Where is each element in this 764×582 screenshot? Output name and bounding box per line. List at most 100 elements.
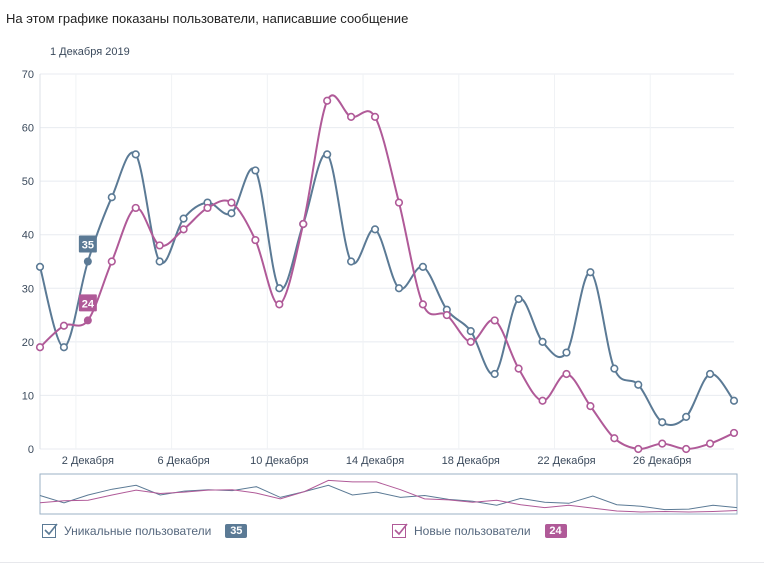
highlight-markers: 35 24 xyxy=(78,235,97,325)
data-point-unique xyxy=(729,396,739,405)
highlight-new-tag xyxy=(78,294,97,312)
data-point-unique xyxy=(514,294,523,304)
data-point-unique xyxy=(227,209,236,218)
legend-label-unique: Уникальные пользователи xyxy=(64,524,212,538)
chart-title: На этом графике показаны пользователи, н… xyxy=(6,11,409,26)
data-point-unique xyxy=(155,257,164,266)
y-tick-label: 50 xyxy=(22,176,34,188)
date-label: 1 Декабря 2019 xyxy=(50,46,130,58)
navigator-mini-chart xyxy=(39,473,738,515)
data-point-unique xyxy=(347,257,356,266)
data-point-unique xyxy=(466,327,475,336)
data-point-new xyxy=(155,241,164,250)
x-tick-label: 22 Декабря xyxy=(537,455,595,467)
highlight-new-point xyxy=(83,316,92,325)
y-tick-label: 30 xyxy=(22,283,34,295)
data-point-new xyxy=(729,428,739,438)
highlight-unique-tag xyxy=(78,235,97,253)
data-point-unique xyxy=(634,380,643,389)
data-point-unique xyxy=(682,412,691,421)
y-tick-label: 10 xyxy=(22,390,34,402)
data-point-unique xyxy=(658,418,667,427)
data-point-unique xyxy=(251,166,260,175)
line-chart[interactable]: 0 10 20 30 40 50 60 70 2 Декабря 6 Декабря 10 Дек… xyxy=(0,0,764,520)
navigator-frame xyxy=(39,473,738,515)
highlight-unique-tag-label: 35 xyxy=(82,240,94,252)
data-point-unique xyxy=(179,214,188,223)
legend-item-new[interactable]: Новые пользователи 24 xyxy=(392,523,567,538)
data-point-new xyxy=(610,434,619,443)
data-point-new xyxy=(418,300,427,309)
data-point-new xyxy=(179,225,188,234)
data-point-new xyxy=(227,198,236,207)
data-point-unique xyxy=(705,369,715,379)
data-point-new xyxy=(251,235,260,245)
x-tick-label: 18 Декабря xyxy=(442,455,500,467)
data-point-new xyxy=(634,444,643,454)
bottom-divider xyxy=(0,562,764,563)
data-point-unique xyxy=(323,150,332,159)
y-tick-label: 0 xyxy=(28,444,34,456)
data-point-unique xyxy=(538,337,547,346)
data-point-new xyxy=(442,310,451,320)
y-axis: 0 10 20 30 40 50 60 70 xyxy=(22,69,34,456)
y-tick-label: 70 xyxy=(22,69,34,81)
data-point-unique xyxy=(35,262,45,271)
y-tick-label: 60 xyxy=(22,123,34,135)
data-point-new xyxy=(107,257,116,266)
legend-item-unique[interactable]: Уникальные пользователи 35 xyxy=(42,523,248,538)
x-tick-label: 14 Декабря xyxy=(346,455,404,467)
legend-value-new: 24 xyxy=(544,524,567,538)
data-point-unique xyxy=(418,262,427,271)
grid xyxy=(39,73,734,450)
points xyxy=(35,96,739,454)
y-tick-label: 20 xyxy=(22,337,34,349)
x-axis: 2 Декабря 6 Декабря 10 Декабря 14 Декабря 18… xyxy=(62,455,692,467)
x-tick-label: 6 Декабря xyxy=(158,455,210,467)
x-tick-label: 2 Декабря xyxy=(62,455,114,467)
data-point-unique xyxy=(59,343,69,352)
data-point-unique xyxy=(370,225,380,234)
data-point-new xyxy=(203,203,212,213)
data-point-new xyxy=(299,219,308,229)
data-point-unique xyxy=(131,150,140,159)
data-point-unique xyxy=(586,268,595,277)
data-point-unique xyxy=(394,284,404,293)
check-icon xyxy=(44,523,58,536)
data-point-new xyxy=(682,444,691,454)
data-point-new xyxy=(514,364,523,373)
data-point-new xyxy=(705,439,715,448)
data-point-unique xyxy=(275,284,284,293)
data-point-new xyxy=(275,300,284,309)
navigator-line xyxy=(39,479,738,513)
check-icon xyxy=(394,523,408,536)
data-point-new xyxy=(586,402,595,411)
new-checkbox[interactable] xyxy=(392,523,408,538)
data-point-new xyxy=(562,369,571,379)
series-line-new xyxy=(39,94,735,451)
x-tick-label: 10 Декабря xyxy=(250,455,308,467)
data-point-new xyxy=(490,316,499,325)
data-point-new xyxy=(658,439,667,448)
legend-value-unique: 35 xyxy=(225,524,248,538)
data-point-unique xyxy=(562,348,571,357)
x-tick-label: 26 Декабря xyxy=(633,455,691,467)
data-point-new xyxy=(59,321,69,330)
data-point-new xyxy=(394,198,404,207)
y-tick-label: 40 xyxy=(22,230,34,242)
data-point-new xyxy=(370,112,380,121)
data-point-unique xyxy=(490,369,499,379)
data-point-new xyxy=(538,396,547,405)
data-point-new xyxy=(323,96,332,105)
data-point-new xyxy=(466,337,475,346)
unique-checkbox[interactable] xyxy=(42,523,58,538)
legend-label-new: Новые пользователи xyxy=(414,524,531,538)
data-point-new xyxy=(131,203,140,213)
highlight-new-tag-label: 24 xyxy=(82,298,95,310)
data-point-unique xyxy=(610,364,619,373)
navigator-line xyxy=(39,484,738,511)
series-line-unique xyxy=(39,151,735,427)
series xyxy=(39,94,735,451)
data-point-new xyxy=(35,343,45,352)
legend: Уникальные пользователи 35 Новые пользов… xyxy=(0,518,764,548)
